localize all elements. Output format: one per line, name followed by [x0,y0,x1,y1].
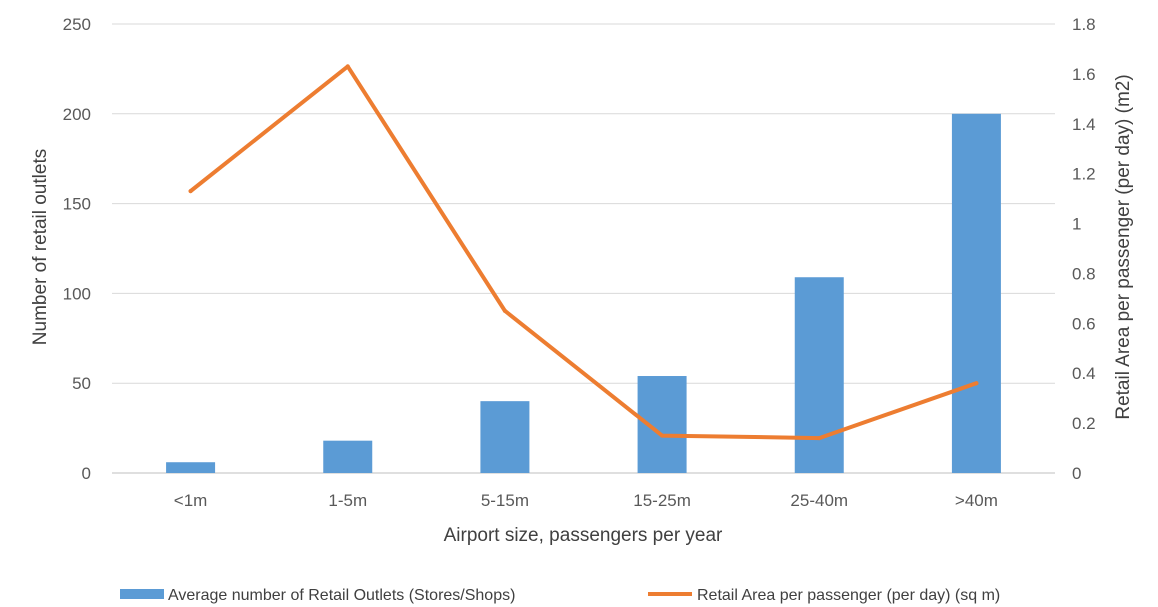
y2-tick-label: 1.4 [1072,115,1096,134]
y2-tick-label: 0.8 [1072,264,1096,283]
y2-tick-label: 0 [1072,464,1081,483]
line-path[interactable] [188,64,979,441]
line-series [188,64,979,441]
x-axis-ticks: <1m 1-5m 5-15m 15-25m 25-40m >40m [174,491,998,510]
y-axis-title: Number of retail outlets [30,149,51,345]
line-point[interactable] [974,381,979,386]
line-point[interactable] [188,189,193,194]
y2-tick-label: 1 [1072,215,1081,234]
y-tick-label: 250 [63,15,91,34]
left-axis-ticks: 0 50 100 150 200 250 [63,15,91,483]
x-tick-label: 5-15m [481,491,529,510]
y2-tick-label: 0.4 [1072,364,1096,383]
y-tick-label: 0 [82,464,91,483]
y2-tick-label: 0.2 [1072,414,1096,433]
y2-tick-label: 0.6 [1072,314,1096,333]
x-tick-label: 15-25m [633,491,691,510]
y2-tick-label: 1.6 [1072,65,1096,84]
y2-tick-label: 1.2 [1072,165,1096,184]
bar-series [166,113,1001,474]
x-tick-label: 25-40m [790,491,848,510]
legend-item-bars[interactable]: Average number of Retail Outlets (Stores… [120,587,515,604]
y2-axis-title: Retail Area per passenger (per day) (m2) [1113,74,1134,419]
right-axis-ticks: 0 0.2 0.4 0.6 0.8 1 1.2 1.4 1.6 1.8 [1072,15,1096,483]
line-point[interactable] [345,64,350,69]
y-tick-label: 100 [63,284,91,303]
legend-swatch-bars [120,589,164,599]
gridlines [112,23,1055,474]
x-tick-label: <1m [174,491,208,510]
bar[interactable] [794,277,844,473]
x-tick-label: >40m [955,491,998,510]
line-point[interactable] [660,433,665,438]
bar[interactable] [480,401,530,473]
legend-label-line: Retail Area per passenger (per day) (sq … [697,587,1000,604]
y-tick-label: 150 [63,195,91,214]
legend-item-line[interactable]: Retail Area per passenger (per day) (sq … [648,587,1000,604]
bar[interactable] [166,462,216,473]
y-tick-label: 200 [63,105,91,124]
line-point[interactable] [502,308,507,313]
legend: Average number of Retail Outlets (Stores… [120,587,1000,604]
y-tick-label: 50 [72,374,91,393]
legend-label-bars: Average number of Retail Outlets (Stores… [168,587,515,604]
bar[interactable] [951,113,1001,474]
y2-tick-label: 1.8 [1072,15,1096,34]
bar[interactable] [323,440,373,473]
x-axis-title: Airport size, passengers per year [444,525,723,546]
line-point[interactable] [817,436,822,441]
x-tick-label: 1-5m [328,491,367,510]
